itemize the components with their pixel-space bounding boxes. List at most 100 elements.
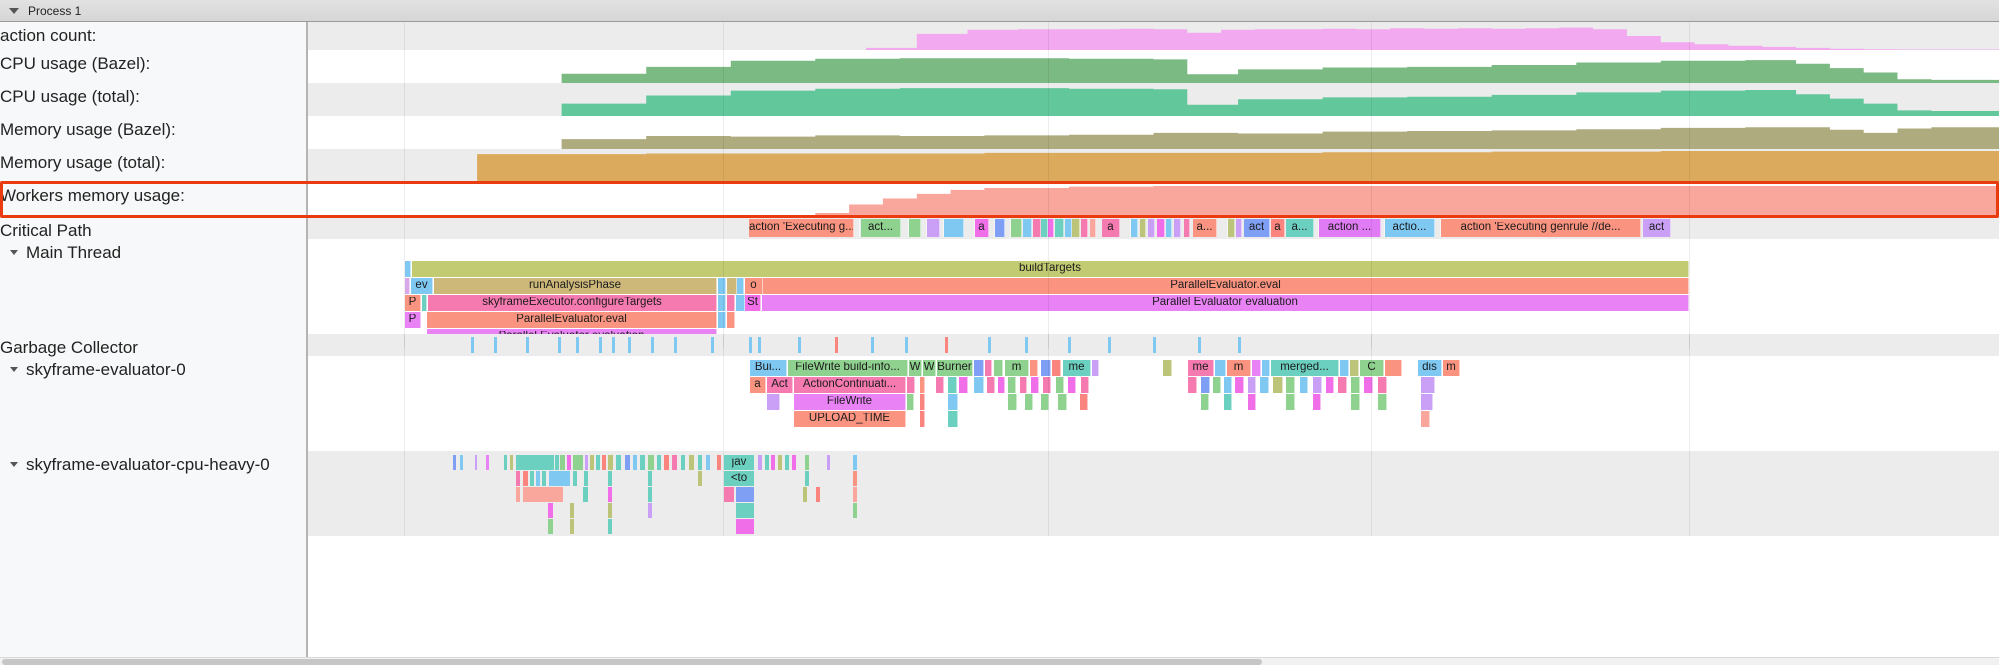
skyframe-slice[interactable] (1421, 394, 1433, 410)
cpu-heavy-slice[interactable] (672, 455, 677, 470)
skyframe-slice[interactable] (948, 394, 958, 410)
main-thread-slice[interactable] (718, 312, 726, 328)
track-workers-mem[interactable] (308, 182, 1999, 217)
cpu-heavy-slice[interactable] (516, 471, 520, 486)
critical-path-slice[interactable] (1166, 219, 1172, 237)
critical-path-slice[interactable] (1041, 219, 1048, 237)
gc-tick[interactable] (1153, 337, 1156, 353)
cpu-heavy-slice[interactable] (805, 455, 809, 470)
skyframe-slice[interactable] (936, 377, 944, 393)
skyframe-slice[interactable] (1313, 377, 1322, 393)
cpu-heavy-slice[interactable] (523, 471, 528, 486)
main-thread-slice[interactable] (737, 278, 744, 294)
skyframe-slice[interactable] (948, 377, 957, 393)
row-label-cpu-bazel[interactable]: CPU usage (Bazel): (0, 54, 308, 87)
cpu-heavy-slice[interactable] (689, 455, 694, 470)
cpu-heavy-slice[interactable] (616, 455, 621, 470)
cpu-heavy-slice[interactable] (853, 487, 857, 502)
cpu-heavy-slice[interactable] (548, 519, 553, 534)
critical-path-slice[interactable] (1122, 219, 1131, 237)
skyframe-slice[interactable] (1378, 394, 1387, 410)
main-thread-slice[interactable] (736, 295, 745, 311)
skyframe-slice[interactable] (907, 377, 915, 393)
gc-tick[interactable] (1198, 337, 1201, 353)
cpu-heavy-slice[interactable] (640, 455, 645, 470)
critical-path-slice[interactable] (856, 219, 860, 237)
chevron-down-icon[interactable] (10, 462, 18, 467)
critical-path-slice[interactable]: a... (1286, 219, 1314, 237)
gc-tick[interactable] (628, 337, 631, 353)
skyframe-slice[interactable] (1215, 360, 1226, 376)
cpu-heavy-slice[interactable] (648, 487, 652, 502)
row-label-skyframe-eval-0[interactable]: skyframe-evaluator-0 (0, 360, 308, 455)
track-mem-bazel[interactable] (308, 116, 1999, 149)
main-thread-slice[interactable]: ev (411, 278, 433, 294)
cpu-heavy-slice[interactable] (486, 455, 489, 470)
skyframe-slice[interactable] (1041, 360, 1051, 376)
cpu-heavy-slice[interactable] (681, 455, 685, 470)
tracks-pane[interactable]: action 'Executing g... act... a a a... act a a.… (308, 22, 1999, 665)
skyframe-slice[interactable] (1056, 377, 1064, 393)
skyframe-slice[interactable] (1340, 360, 1349, 376)
critical-path-slice[interactable]: action 'Executing genrule //de... (1441, 219, 1641, 237)
skyframe-slice[interactable] (998, 377, 1005, 393)
critical-path-slice[interactable] (1148, 219, 1155, 237)
skyframe-slice[interactable]: a (750, 377, 766, 393)
critical-path-slice[interactable] (1023, 219, 1032, 237)
critical-path-slice[interactable] (989, 219, 995, 237)
skyframe-slice[interactable] (1213, 377, 1221, 393)
critical-path-slice[interactable] (1055, 219, 1064, 237)
cpu-heavy-slice[interactable] (771, 455, 775, 470)
process-header[interactable]: Process 1 (0, 0, 1999, 22)
critical-path-slice[interactable] (941, 219, 944, 237)
skyframe-slice[interactable] (1235, 377, 1244, 393)
critical-path-slice[interactable]: act... (861, 219, 901, 237)
main-thread-slice[interactable] (727, 312, 735, 328)
main-thread-slice[interactable]: skyframeExecutor.configureTargets (428, 295, 717, 311)
gc-tick[interactable] (798, 337, 801, 353)
cpu-heavy-slice[interactable] (584, 471, 588, 486)
skyframe-slice[interactable] (1201, 394, 1209, 410)
critical-path-slice[interactable] (902, 219, 909, 237)
skyframe-slice[interactable] (1058, 394, 1067, 410)
cpu-heavy-slice[interactable] (608, 455, 613, 470)
cpu-heavy-slice[interactable] (608, 519, 612, 534)
track-skyframe-cpu-heavy-0[interactable]: jav <to (308, 451, 1999, 536)
scrollbar-thumb[interactable] (2, 659, 1262, 665)
skyframe-slice[interactable]: me (1063, 360, 1091, 376)
cpu-heavy-slice[interactable] (853, 455, 857, 470)
main-thread-slice[interactable] (405, 261, 411, 277)
skyframe-slice[interactable]: dis (1418, 360, 1442, 376)
cpu-heavy-slice[interactable] (542, 471, 546, 486)
skyframe-slice[interactable] (1163, 360, 1172, 376)
cpu-heavy-slice[interactable] (453, 455, 456, 470)
cpu-heavy-slice[interactable] (475, 455, 477, 470)
skyframe-slice[interactable]: W (909, 360, 922, 376)
skyframe-slice[interactable] (1025, 394, 1033, 410)
cpu-heavy-slice[interactable] (792, 455, 796, 470)
cpu-heavy-slice[interactable] (585, 455, 588, 470)
cpu-heavy-slice[interactable] (530, 471, 534, 486)
row-label-garbage-collector[interactable]: Garbage Collector (0, 338, 308, 360)
skyframe-slice[interactable] (1008, 394, 1017, 410)
gc-tick[interactable] (905, 337, 908, 353)
cpu-heavy-slice[interactable] (724, 487, 734, 502)
cpu-heavy-slice[interactable] (664, 455, 669, 470)
critical-path-slice[interactable] (1157, 219, 1165, 237)
cpu-heavy-slice[interactable] (608, 487, 612, 502)
cpu-heavy-slice[interactable] (765, 455, 769, 470)
main-thread-slice[interactable]: buildTargets (412, 261, 1689, 277)
critical-path-slice[interactable]: act (1244, 219, 1270, 237)
cpu-heavy-slice[interactable] (573, 471, 577, 486)
gc-tick[interactable] (651, 337, 654, 353)
skyframe-slice[interactable] (1338, 377, 1347, 393)
cpu-heavy-slice[interactable] (805, 471, 809, 486)
gc-tick[interactable] (758, 337, 761, 353)
track-cpu-total[interactable] (308, 83, 1999, 116)
skyframe-slice[interactable] (985, 360, 992, 376)
cpu-heavy-slice[interactable] (698, 455, 702, 470)
gc-tick[interactable] (1025, 337, 1028, 353)
skyframe-slice[interactable] (994, 360, 1003, 376)
main-thread-slice[interactable]: St (745, 295, 761, 311)
cpu-heavy-slice[interactable] (548, 503, 553, 518)
